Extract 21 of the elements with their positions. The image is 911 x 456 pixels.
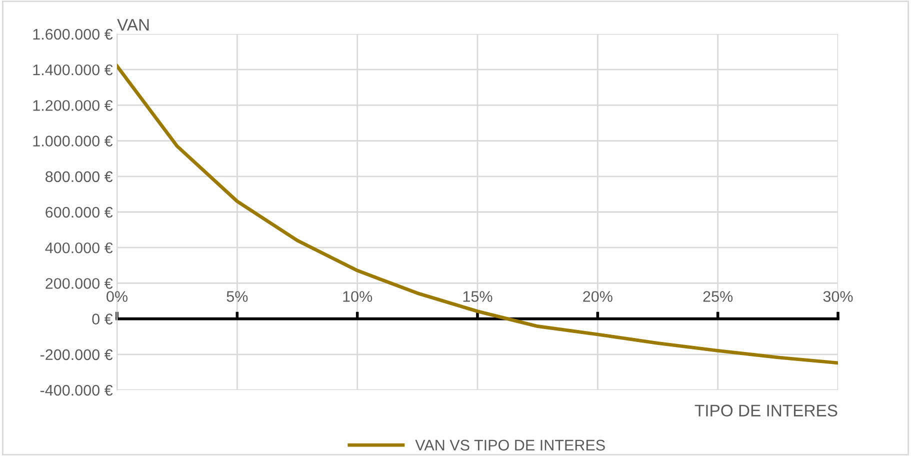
- x-tick-label: 5%: [226, 291, 248, 302]
- y-tick-label: 1.200.000 €: [33, 100, 113, 111]
- y-axis-title: VAN: [117, 19, 149, 31]
- y-tick-label: 600.000 €: [46, 206, 113, 218]
- y-tick-label: 800.000 €: [46, 171, 113, 182]
- x-axis-title: TIPO DE INTERES: [694, 404, 838, 416]
- y-tick-label: 1.400.000 €: [33, 64, 113, 76]
- x-tick-label: 25%: [703, 291, 733, 302]
- y-tick-label: 1.000.000 €: [33, 136, 113, 146]
- x-tick-label: 30%: [823, 291, 853, 302]
- y-tick-label: 400.000 €: [45, 242, 113, 254]
- y-tick-label: -400.000 €: [40, 384, 113, 396]
- legend-label: VAN VS TIPO DE INTERES: [415, 440, 605, 451]
- x-tick-label: 0%: [106, 291, 128, 302]
- x-tick-label: 20%: [583, 291, 612, 302]
- x-tick-label: 15%: [463, 291, 492, 302]
- y-tick-label: 0 €: [92, 314, 113, 324]
- y-tick-label: 200.000 €: [46, 278, 113, 289]
- x-tick-label: 10%: [343, 291, 372, 302]
- y-tick-label: 1.600.000 €: [33, 28, 113, 40]
- y-tick-label: -200.000 €: [40, 349, 113, 360]
